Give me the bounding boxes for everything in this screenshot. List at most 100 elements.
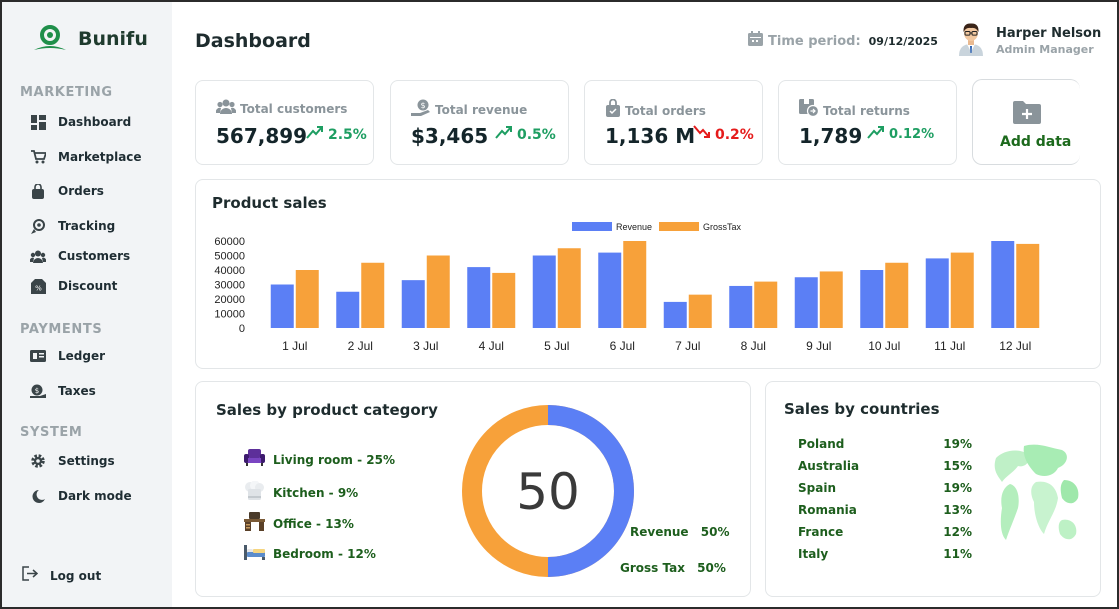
users-icon [30,248,46,264]
tax-label-text: Gross Tax [620,561,685,575]
x-tick-label: 4 Jul [479,339,504,353]
product-sales-title: Product sales [212,194,327,212]
sidebar-item-customers[interactable]: Customers [30,248,130,264]
stat-header: Total orders [605,98,706,122]
dashboard-icon [30,114,46,130]
bar-revenue [532,255,556,328]
brand: Bunifu [32,24,148,54]
bar-revenue [860,270,884,328]
sidebar-item-dashboard[interactable]: Dashboard [30,114,131,130]
stat-change: 0.12% [889,127,935,142]
bar-revenue [925,258,949,328]
x-tick-label: 1 Jul [282,339,307,353]
add-data-label: Add data [1000,134,1072,150]
add-data-button[interactable]: Add data [972,79,1080,165]
trend-up-icon [306,125,324,144]
sidebar-item-label: Dashboard [58,115,132,129]
chef-hat-icon [244,480,265,505]
y-tick-label: 40000 [214,265,245,277]
category-sales-title: Sales by product category [216,401,438,419]
country-pct: 19% [943,481,972,495]
user-info: Harper Nelson Admin Manager [996,26,1101,56]
sidebar-item-discount[interactable]: % Discount [30,278,117,294]
sidebar-item-dark-mode[interactable]: Dark mode [30,488,132,504]
logout-label: Log out [50,569,102,583]
x-tick-label: 7 Jul [675,339,700,353]
x-tick-label: 9 Jul [806,339,831,353]
hand-money-icon: $ [411,99,431,121]
sidebar-item-taxes[interactable]: $ Taxes [30,383,96,399]
x-tick-label: 10 Jul [868,339,900,353]
y-tick-label: 60000 [214,236,245,248]
sidebar-item-label: Marketplace [58,150,142,164]
avatar [955,20,987,61]
country-name: Poland [798,437,845,451]
shopping-bag-icon [605,98,621,122]
stat-card-returns[interactable]: Total returns 1,789 0.12% [778,80,957,165]
country-pct: 11% [943,547,972,561]
country-pct: 13% [943,503,972,517]
bar-revenue [401,280,425,328]
users-icon [215,99,237,119]
brand-name: Bunifu [78,28,148,50]
gear-icon [30,453,46,469]
country-row: Spain 19% [798,481,972,495]
stat-value: $3,465 [411,124,489,148]
donut-segment-revenue [547,405,634,577]
stat-change: 0.2% [715,126,754,143]
sidebar-item-settings[interactable]: Settings [30,453,115,469]
legend-label: GrossTax [703,222,742,232]
sofa-icon [244,448,265,471]
cart-icon [30,149,46,165]
country-name: Italy [798,547,829,561]
stat-card-revenue[interactable]: $ Total revenue $3,465 0.5% [390,80,569,165]
bar-grosstax [688,294,712,328]
donut-center-value: 50 [516,463,580,521]
bar-revenue [991,241,1015,328]
sidebar-item-label: Dark mode [58,489,132,503]
section-title-payments: PAYMENTS [20,322,103,337]
revenue-label-text: Revenue [630,525,689,539]
bar-grosstax [557,248,581,328]
stat-header: Total returns [799,99,910,122]
bar-revenue [598,252,622,328]
stat-card-customers[interactable]: Total customers 567,899 2.5% [195,80,374,165]
sidebar-item-orders[interactable]: Orders [30,183,104,199]
sidebar-item-ledger[interactable]: Ledger [30,348,105,364]
user-profile[interactable]: Harper Nelson Admin Manager [955,20,1101,61]
sidebar-item-tracking[interactable]: Tracking [30,218,115,234]
y-tick-label: 20000 [214,294,245,306]
stat-value: 567,899 [216,124,308,148]
country-row: Poland 19% [798,437,972,451]
x-tick-label: 6 Jul [610,339,635,353]
category-item-kitchen: Kitchen - 9% [244,480,359,505]
logout-button[interactable]: Log out [22,566,101,586]
stat-header: $ Total revenue [411,99,527,121]
category-item-bedroom: Bedroom - 12% [244,543,376,565]
bar-grosstax [492,272,516,328]
stat-value: 1,136 M [605,124,696,148]
time-period[interactable]: Time period: 09/12/2025 [748,31,938,51]
time-period-label: Time period: [768,33,861,49]
tax-pct: 50% [697,561,726,575]
ledger-icon [30,348,46,364]
country-name: Spain [798,481,836,495]
tracking-icon [30,218,46,234]
x-tick-label: 12 Jul [999,339,1031,353]
sidebar-item-marketplace[interactable]: Marketplace [30,149,142,165]
category-label: Living room - 25% [273,452,395,467]
stat-label: Total customers [240,102,348,116]
legend-swatch [659,222,699,231]
x-tick-label: 2 Jul [348,339,373,353]
stat-change: 0.5% [517,126,556,143]
product-sales-chart: 60000 50000 40000 30000 20000 10000 0 Revenue Gr… [214,222,1040,353]
stat-header: Total customers [215,99,348,119]
stat-card-orders[interactable]: Total orders 1,136 M 0.2% [584,80,763,165]
category-label: Kitchen - 9% [273,486,359,500]
bed-icon [244,543,265,565]
stat-trend: 0.12% [867,125,934,144]
taxes-icon: $ [30,383,46,399]
bar-grosstax [1016,243,1040,328]
bar-grosstax [426,255,450,328]
time-period-value: 09/12/2025 [868,34,938,48]
